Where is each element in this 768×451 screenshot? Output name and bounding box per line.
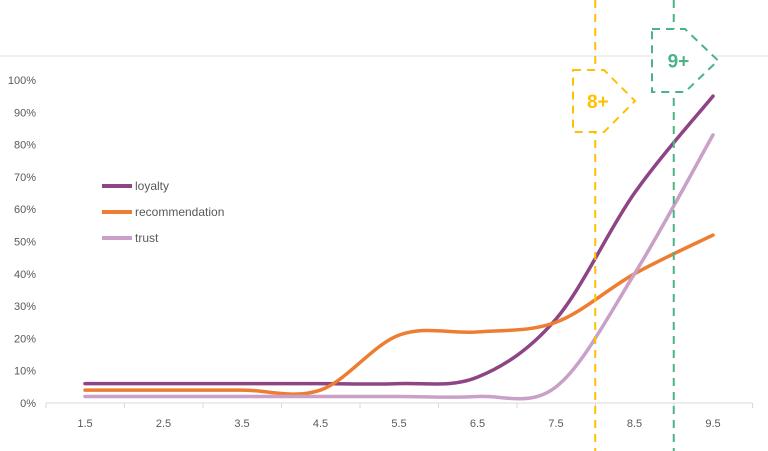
- threshold-label: 9+: [668, 52, 690, 73]
- legend-label-recommendation: recommendation: [135, 205, 224, 219]
- y-tick-label: 90%: [14, 107, 36, 119]
- y-tick-label: 20%: [14, 333, 36, 345]
- y-tick-label: 40%: [14, 269, 36, 281]
- threshold-badge: [651, 28, 720, 93]
- y-tick-label: 80%: [14, 140, 36, 152]
- y-tick-label: 60%: [14, 204, 36, 216]
- y-tick-label: 50%: [14, 237, 36, 249]
- y-tick-label: 0%: [20, 398, 36, 410]
- y-tick-label: 30%: [14, 301, 36, 313]
- legend-label-trust: trust: [135, 231, 159, 245]
- threshold-badge: [572, 69, 637, 133]
- series-line-trust: [83, 133, 715, 401]
- series-line-recommendation: [83, 233, 715, 396]
- x-tick-label: 8.5: [627, 418, 642, 430]
- series-line-loyalty: [83, 94, 715, 386]
- x-tick-label: 2.5: [156, 418, 171, 430]
- y-tick-label: 100%: [8, 75, 36, 87]
- x-tick-label: 9.5: [705, 418, 720, 430]
- x-tick-label: 4.5: [313, 418, 328, 430]
- y-tick-label: 10%: [14, 366, 36, 378]
- x-tick-label: 1.5: [77, 418, 92, 430]
- x-tick-label: 5.5: [391, 418, 406, 430]
- legend-label-loyalty: loyalty: [135, 179, 169, 193]
- x-tick-label: 6.5: [470, 418, 485, 430]
- y-tick-label: 70%: [14, 172, 36, 184]
- threshold-label: 8+: [587, 92, 609, 113]
- x-tick-label: 7.5: [548, 418, 563, 430]
- x-tick-label: 3.5: [234, 418, 249, 430]
